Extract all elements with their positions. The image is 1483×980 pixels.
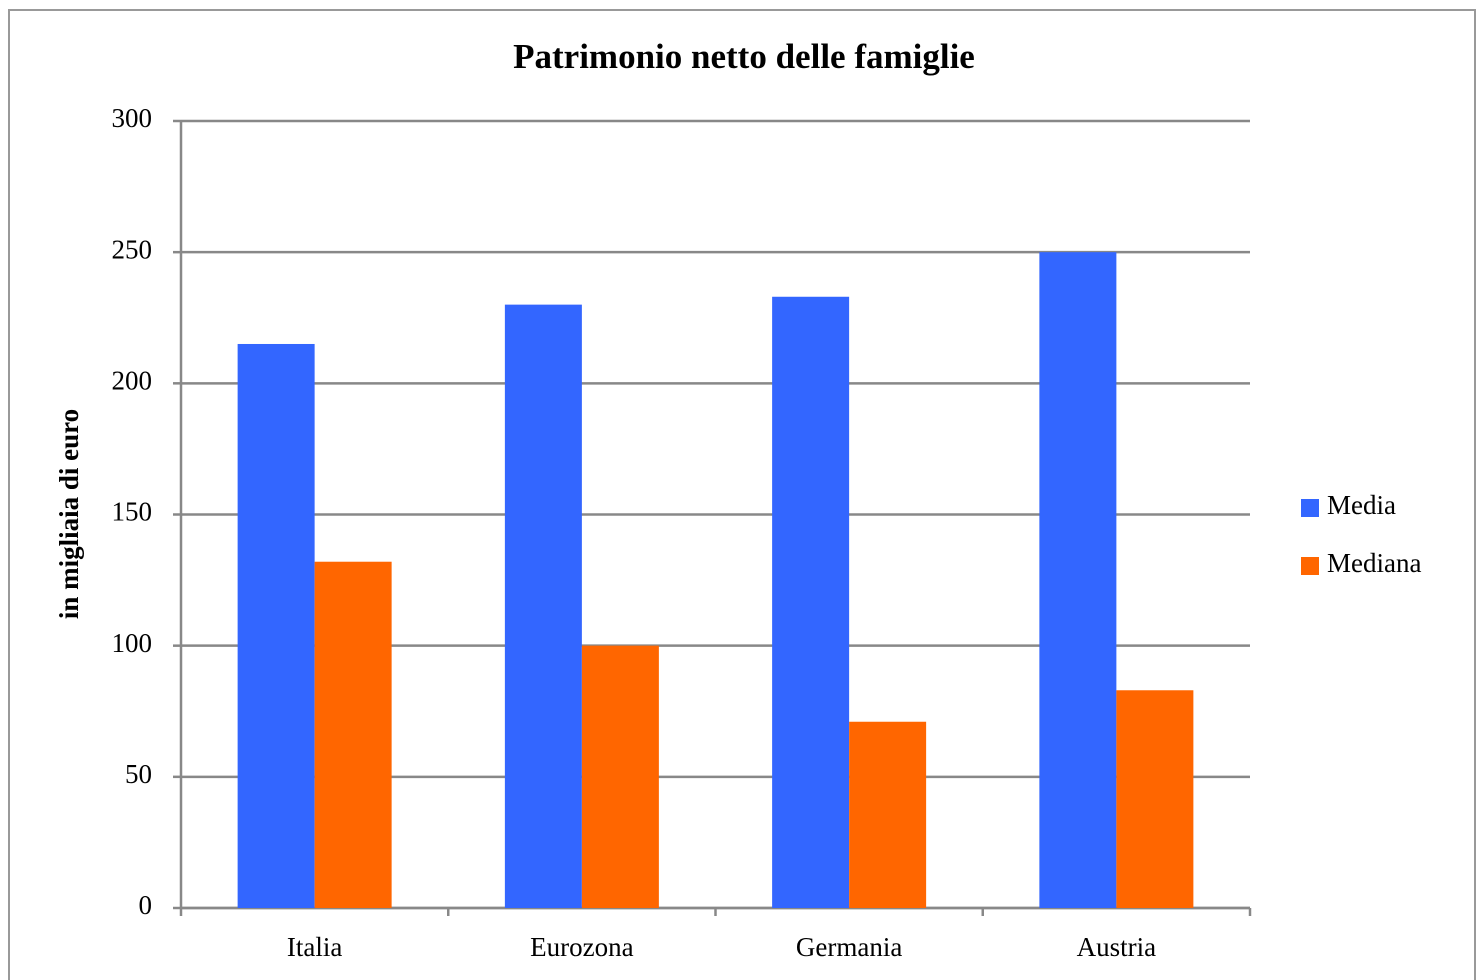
chart-frame [8, 9, 1476, 980]
bar [581, 645, 659, 908]
y-tick-label: 250 [112, 234, 153, 264]
x-tick-label: Italia [287, 932, 342, 962]
bar [504, 304, 582, 909]
x-tick-label: Germania [796, 932, 902, 962]
chart-title: Patrimonio netto delle famiglie [513, 37, 975, 76]
y-tick-label: 50 [125, 759, 152, 789]
y-tick-label: 100 [112, 628, 153, 658]
y-tick-label: 200 [112, 366, 153, 396]
x-tick-label: Austria [1077, 932, 1157, 962]
legend-swatch [1301, 499, 1319, 517]
bar [849, 721, 927, 908]
y-axis-label: in migliaia di euro [54, 409, 84, 619]
y-tick-label: 300 [112, 103, 153, 133]
y-tick-label: 0 [139, 890, 153, 920]
bar [772, 296, 850, 909]
bar [1116, 690, 1194, 908]
legend-swatch [1301, 557, 1319, 575]
bar [237, 343, 315, 908]
bar [314, 561, 392, 908]
x-tick-label: Eurozona [530, 932, 633, 962]
y-tick-label: 150 [112, 497, 153, 527]
bar [1039, 252, 1117, 908]
legend-label: Mediana [1327, 548, 1421, 578]
legend-label: Media [1327, 490, 1396, 520]
